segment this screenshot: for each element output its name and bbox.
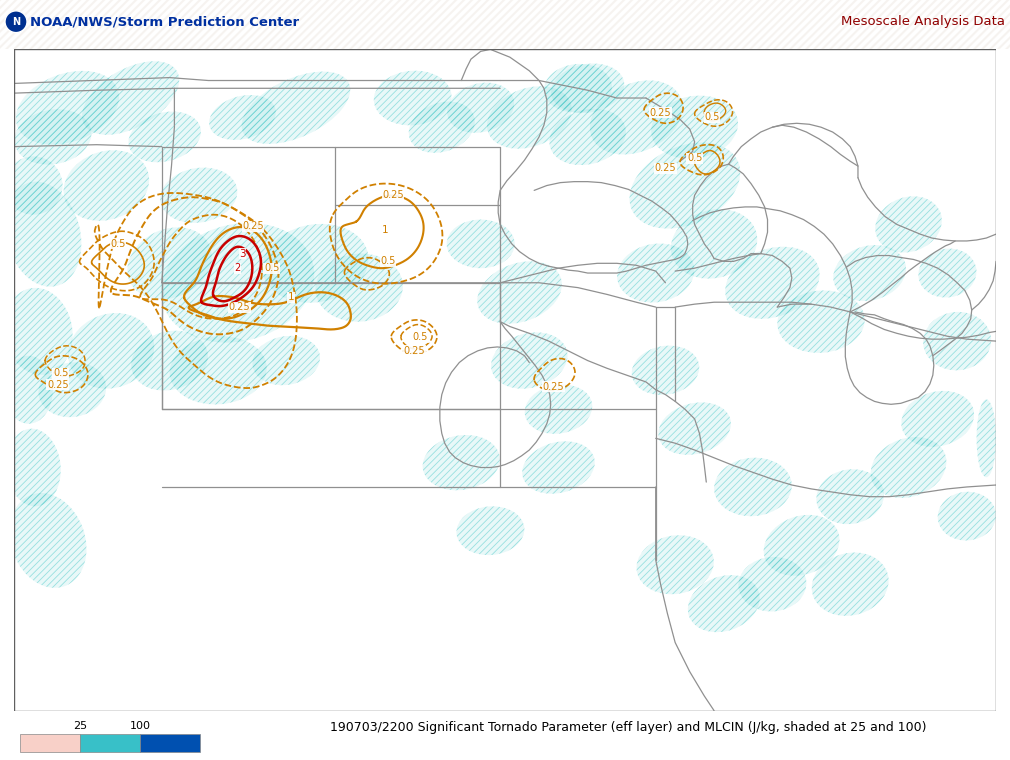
Ellipse shape [161,168,237,223]
Bar [140,734,200,752]
Text: NOAA/NWS/Storm Prediction Center: NOAA/NWS/Storm Prediction Center [30,15,299,28]
Ellipse shape [487,86,572,149]
Ellipse shape [38,363,106,417]
Ellipse shape [131,331,208,391]
Ellipse shape [315,254,403,321]
Ellipse shape [778,290,865,353]
Ellipse shape [14,109,92,165]
Text: 0.25: 0.25 [649,108,672,118]
Ellipse shape [688,575,760,632]
Ellipse shape [4,288,73,375]
Ellipse shape [544,64,612,112]
Text: 0.25: 0.25 [242,221,264,231]
Text: Mesoscale Analysis Data: Mesoscale Analysis Data [841,15,1005,28]
Ellipse shape [447,83,514,133]
Ellipse shape [549,109,626,165]
Ellipse shape [446,220,515,268]
Bar [80,734,140,752]
Text: 3: 3 [239,249,245,258]
Circle shape [5,11,27,33]
Text: 0.25: 0.25 [404,346,425,356]
Text: 0.5: 0.5 [53,368,69,378]
Ellipse shape [128,112,201,163]
Text: 0.25: 0.25 [383,190,404,200]
Ellipse shape [64,150,149,221]
Text: 0.5: 0.5 [704,112,720,122]
Ellipse shape [209,95,276,140]
Text: 0.5: 0.5 [413,332,428,342]
Text: N: N [12,17,20,27]
Text: 0.25: 0.25 [542,382,565,392]
Ellipse shape [901,391,974,447]
Ellipse shape [714,458,792,516]
Ellipse shape [6,429,61,506]
Ellipse shape [659,402,731,454]
Text: 0.5: 0.5 [110,239,125,249]
Ellipse shape [551,64,624,113]
Text: 1: 1 [382,225,389,236]
Ellipse shape [69,313,155,388]
Ellipse shape [82,62,179,135]
Ellipse shape [871,437,946,498]
Ellipse shape [263,224,369,302]
Ellipse shape [522,442,595,494]
Text: 190703/2200 Significant Tornado Parameter (eff layer) and MLCIN (J/kg, shaded at: 190703/2200 Significant Tornado Paramete… [330,721,926,734]
Ellipse shape [4,356,53,424]
Ellipse shape [617,243,694,302]
Text: 0.25: 0.25 [46,380,69,390]
Ellipse shape [671,209,758,279]
Ellipse shape [738,557,806,612]
Ellipse shape [816,469,884,524]
Ellipse shape [725,247,819,318]
Ellipse shape [525,385,592,434]
Ellipse shape [374,71,451,125]
Ellipse shape [127,227,212,299]
Ellipse shape [478,261,562,324]
Ellipse shape [457,506,524,555]
Text: 2: 2 [234,263,240,273]
Bar [20,734,80,752]
Text: 0.5: 0.5 [264,263,280,273]
Ellipse shape [9,493,87,587]
Ellipse shape [833,245,906,301]
Ellipse shape [918,249,977,297]
Text: 0.5: 0.5 [381,256,396,266]
Text: 0.25: 0.25 [654,163,677,173]
Ellipse shape [764,515,839,576]
Ellipse shape [409,102,475,153]
Ellipse shape [590,81,683,154]
Ellipse shape [170,336,267,404]
Ellipse shape [937,492,996,540]
Ellipse shape [812,553,889,616]
Ellipse shape [252,336,320,385]
Ellipse shape [4,157,63,214]
Text: 25: 25 [73,721,87,731]
Ellipse shape [631,346,699,395]
Text: 0.25: 0.25 [228,302,250,312]
Ellipse shape [161,223,314,343]
Ellipse shape [16,71,119,144]
Ellipse shape [923,312,991,370]
Ellipse shape [491,332,568,388]
Ellipse shape [876,196,942,252]
Text: 0.5: 0.5 [687,154,702,163]
Text: 100: 100 [129,721,150,731]
Ellipse shape [422,435,500,490]
Ellipse shape [629,143,740,229]
Ellipse shape [241,71,350,144]
Ellipse shape [651,96,738,159]
Ellipse shape [636,535,714,594]
Ellipse shape [5,182,82,287]
Ellipse shape [977,400,996,477]
Text: 1: 1 [288,293,294,302]
